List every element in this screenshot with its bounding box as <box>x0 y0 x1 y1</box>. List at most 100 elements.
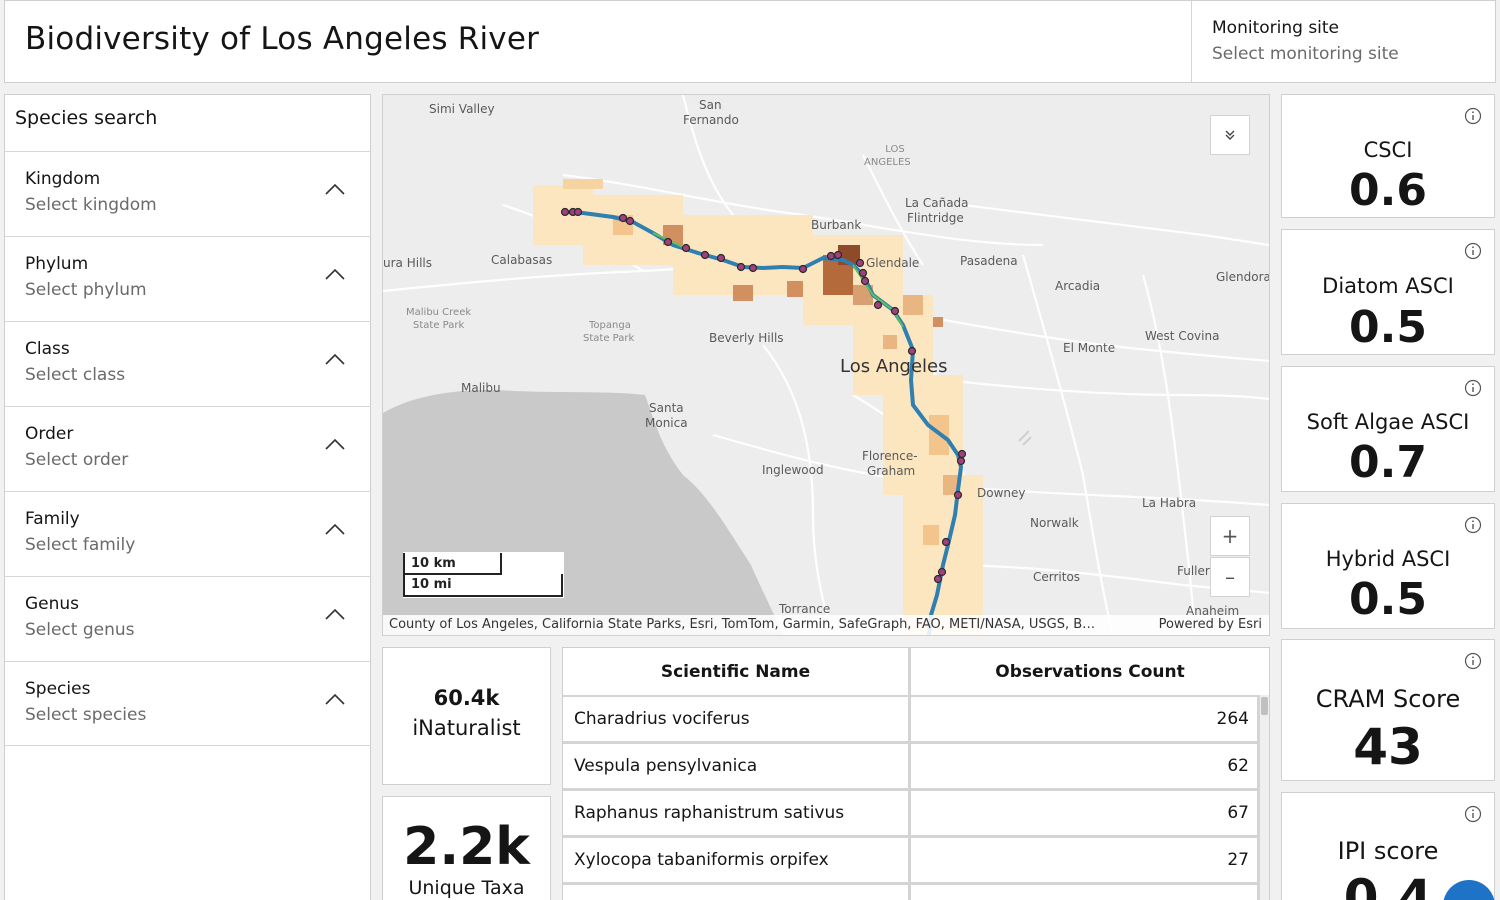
filter-label: Genus <box>25 594 80 614</box>
scientific-name-cell: Charadrius vociferus <box>563 697 908 741</box>
diatom-asci-card: Diatom ASCI 0.5 <box>1281 229 1495 355</box>
info-icon[interactable] <box>1464 242 1482 260</box>
phylum-filter[interactable]: Phylum Select phylum <box>5 236 370 321</box>
hybrid-asci-card: Hybrid ASCI 0.5 <box>1281 503 1495 629</box>
zoom-in-button[interactable]: + <box>1210 516 1250 556</box>
observations-count-cell: 67 <box>911 791 1257 835</box>
csci-card: CSCI 0.6 <box>1281 94 1495 218</box>
info-icon[interactable] <box>1464 805 1482 823</box>
score-title: Soft Algae ASCI <box>1306 410 1470 434</box>
map-place-label: Glendora <box>1216 270 1270 284</box>
score-value: 0.6 <box>1349 165 1427 216</box>
observations-count-cell: 62 <box>911 744 1257 788</box>
unique-taxa-stat: 2.2k Unique Taxa <box>382 796 551 900</box>
attribution-sources[interactable]: County of Los Angeles, California State … <box>389 617 1096 632</box>
map-place-label: Los Angeles <box>840 356 948 377</box>
chevron-up-icon[interactable] <box>324 182 346 196</box>
map-view[interactable]: Simi Valley San Fernando LOS ANGELES La … <box>382 94 1270 636</box>
map-place-label: Norwalk <box>1030 516 1079 530</box>
info-icon[interactable] <box>1464 652 1482 670</box>
scale-bar: 10 km 10 mi <box>403 552 564 598</box>
filter-label: Species <box>25 679 91 699</box>
filter-placeholder: Select class <box>25 365 126 385</box>
map-place-label: State Park <box>413 320 465 331</box>
chevron-up-icon[interactable] <box>324 352 346 366</box>
info-icon[interactable] <box>1464 379 1482 397</box>
scientific-name-cell: Vespula pensylvanica <box>563 744 908 788</box>
chevron-up-icon[interactable] <box>324 692 346 706</box>
inaturalist-label: iNaturalist <box>412 716 521 740</box>
map-place-label: La Cañada <box>905 196 969 210</box>
double-chevron-down-icon <box>1225 130 1235 140</box>
column-header-observations-count[interactable]: Observations Count <box>911 648 1269 695</box>
powered-by-esri[interactable]: Powered by Esri <box>1158 617 1262 632</box>
filter-placeholder: Select order <box>25 450 129 470</box>
filter-placeholder: Select genus <box>25 620 135 640</box>
genus-filter[interactable]: Genus Select genus <box>5 576 370 661</box>
table-scrollbar[interactable] <box>1260 695 1269 900</box>
scientific-name-cell: Xylocopa tabaniformis orpifex <box>563 838 908 882</box>
map-place-label: Inglewood <box>762 463 824 477</box>
chevron-up-icon[interactable] <box>324 267 346 281</box>
cram-score-card: CRAM Score 43 <box>1281 639 1495 781</box>
chevron-up-icon[interactable] <box>324 607 346 621</box>
info-icon[interactable] <box>1464 107 1482 125</box>
family-filter[interactable]: Family Select family <box>5 491 370 576</box>
map-place-label: Pasadena <box>960 254 1018 268</box>
page-title: Biodiversity of Los Angeles River <box>25 21 540 57</box>
map-place-label: El Monte <box>1063 341 1116 355</box>
map-place-label: Fernando <box>683 113 739 127</box>
class-filter[interactable]: Class Select class <box>5 321 370 406</box>
floating-action-button[interactable] <box>1443 880 1495 900</box>
app-header: Biodiversity of Los Angeles River Monito… <box>4 0 1496 83</box>
column-header-scientific-name[interactable]: Scientific Name <box>563 648 908 695</box>
map-attribution: County of Los Angeles, California State … <box>383 615 1269 635</box>
filter-placeholder: Select phylum <box>25 280 147 300</box>
monitoring-site-select[interactable]: Monitoring site Select monitoring site <box>1191 1 1497 82</box>
scale-km-label: 10 km <box>411 556 456 571</box>
score-title: Hybrid ASCI <box>1325 547 1451 571</box>
map-place-label: Malibu <box>461 381 501 395</box>
filter-label: Family <box>25 509 80 529</box>
map-place-label: Simi Valley <box>429 102 495 116</box>
filter-label: Class <box>25 339 70 359</box>
map-place-label: Florence- <box>862 449 918 463</box>
score-title: CSCI <box>1363 138 1413 162</box>
unique-taxa-count: 2.2k <box>403 817 530 877</box>
map-place-label: ANGELES <box>864 157 911 168</box>
observations-count-cell: 264 <box>911 697 1257 741</box>
score-title: Diatom ASCI <box>1322 274 1454 298</box>
monitoring-site-placeholder: Select monitoring site <box>1212 44 1399 64</box>
chevron-up-icon[interactable] <box>324 437 346 451</box>
map-place-label: La Habra <box>1142 496 1197 510</box>
collapse-toolbar-button[interactable] <box>1210 115 1250 155</box>
map-place-label: Downey <box>977 486 1026 500</box>
chevron-up-icon[interactable] <box>324 522 346 536</box>
map-place-label: Cerritos <box>1033 570 1081 584</box>
map-place-label: Monica <box>645 416 688 430</box>
unique-taxa-label: Unique Taxa <box>408 877 525 899</box>
soft-algae-asci-card: Soft Algae ASCI 0.7 <box>1281 366 1495 492</box>
score-value: 0.5 <box>1349 574 1427 625</box>
map-place-label: Santa <box>649 401 684 415</box>
species-filter[interactable]: Species Select species <box>5 661 370 746</box>
map-place-label: Beverly Hills <box>709 331 784 345</box>
zoom-out-button[interactable]: – <box>1210 557 1250 597</box>
score-value: 0.4 <box>1343 869 1433 900</box>
filter-placeholder: Select species <box>25 705 147 725</box>
inaturalist-count: 60.4k <box>433 686 500 710</box>
map-place-label: Flintridge <box>907 211 964 225</box>
map-place-label: San <box>699 98 722 112</box>
filter-placeholder: Select kingdom <box>25 195 157 215</box>
map-place-label: Anaheim <box>1186 604 1240 618</box>
scientific-name-cell: Raphanus raphanistrum sativus <box>563 791 908 835</box>
table-scrollbar-thumb[interactable] <box>1261 697 1268 715</box>
species-search-title: Species search <box>15 107 158 129</box>
monitoring-site-label: Monitoring site <box>1212 18 1340 38</box>
info-icon[interactable] <box>1464 516 1482 534</box>
scale-bar-lines <box>403 553 563 597</box>
kingdom-filter[interactable]: Kingdom Select kingdom <box>5 151 370 236</box>
map-place-label: ura Hills <box>383 256 432 270</box>
map-place-label: Arcadia <box>1055 279 1101 293</box>
order-filter[interactable]: Order Select order <box>5 406 370 491</box>
